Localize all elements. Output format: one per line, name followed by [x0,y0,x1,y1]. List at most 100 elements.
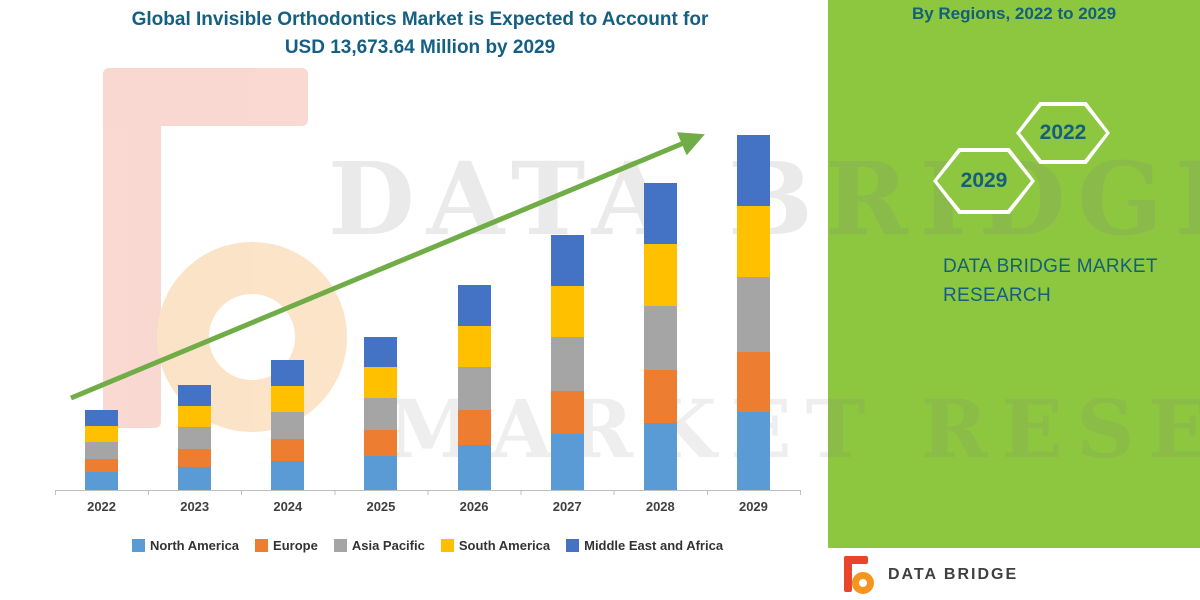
stacked-bar-2029 [736,135,770,490]
stacked-bar-2026 [457,284,491,490]
x-axis-label: 2024 [273,499,303,514]
bar-segment [736,277,770,352]
side-panel-brand-text: DATA BRIDGE MARKET RESEARCH [943,252,1158,311]
bar-group-2023 [148,100,241,490]
bar-segment [178,426,212,449]
x-axis-label: 2023 [180,499,210,514]
legend-label: Asia Pacific [351,538,425,553]
hexagon-badge-2022-label: 2022 [1020,106,1106,160]
bar-segment [643,183,677,245]
x-axis-label: 2026 [459,499,489,514]
stacked-bar-2025 [364,336,398,490]
bar-segment [178,449,212,467]
bar-segment [178,466,212,490]
bar-segment [736,135,770,206]
bar-segment [550,390,584,434]
stacked-bar-2028 [643,183,677,490]
bar-segment [178,384,212,406]
legend-label: North America [149,538,240,553]
bar-segment [271,412,305,440]
legend-item: Asia Pacific [333,538,425,553]
x-axis-labels: 2022 2023 2024 2025 2026 2027 2028 2029 [55,499,800,514]
bar-group-2026 [428,100,521,490]
bar-segment [457,410,491,445]
brand-line2: RESEARCH [943,285,1051,307]
bar-segment [85,472,119,490]
bar-segment [550,337,584,391]
x-axis-label: 2022 [87,499,117,514]
legend-marker [131,539,145,552]
legend-item: North America [131,538,240,553]
x-axis-label: 2028 [645,499,675,514]
chart-title-line2: USD 13,673.64 Million by 2029 [284,36,556,58]
bar-group-2025 [334,100,427,490]
bar-group-2029 [707,100,800,490]
stacked-bar-2027 [550,235,584,490]
bar-segment [736,206,770,277]
legend-item: South America [440,538,551,553]
bar-segment [550,433,584,490]
legend-label: Europe [273,538,318,553]
x-axis-label: 2029 [738,499,768,514]
logo-ring-shape [852,572,874,594]
bar-segment [85,458,119,473]
bar-segment [85,442,119,459]
legend-item: Europe [255,538,318,553]
footer: DATA BRIDGE [840,554,1018,596]
bar-segment [364,336,398,368]
logo-topbar-shape [844,556,868,564]
bar-segment [457,284,491,326]
bar-segment [364,456,398,490]
bar-segment [643,422,677,490]
legend: North America Europe Asia Pacific South Ame… [40,538,815,553]
bar-segment [457,444,491,490]
bar-segment [85,426,119,442]
bar-segment [550,286,584,338]
legend-marker [440,539,454,552]
brand-line1: DATA BRIDGE MARKET [943,256,1158,277]
legend-marker [566,539,580,552]
side-panel-heading: By Regions, 2022 to 2029 [911,4,1117,23]
bar-segment [457,366,491,411]
legend-marker [255,539,269,552]
bar-segment [643,370,677,423]
legend-item: Middle East and Africa [566,538,723,553]
bar-segment [85,410,119,427]
bar-segment [736,411,770,490]
databridge-logo [840,554,878,596]
bar-segment [271,386,305,413]
bar-segment [178,405,212,427]
x-axis-label: 2025 [366,499,396,514]
bar-group-2028 [614,100,707,490]
bar-group-2022 [55,100,148,490]
bar-segment [271,360,305,387]
footer-brand-text: DATA BRIDGE [888,566,1019,583]
bar-segment [457,325,491,367]
x-axis-ticks [55,490,801,495]
bar-segment [364,430,398,457]
bar-segment [271,461,305,490]
stacked-bar-2024 [271,360,305,490]
side-panel-background [828,0,1200,548]
bar-group-2024 [241,100,334,490]
chart-area [55,100,800,490]
logo-stem-shape [844,556,852,592]
stacked-bar-2023 [178,384,212,490]
hexagon-badge-2029-label: 2029 [937,152,1031,210]
bar-segment [364,367,398,399]
stacked-bar-2022 [85,410,119,490]
bar-segment [643,305,677,371]
logo-topbar-shape [103,68,308,126]
bar-segment [271,439,305,462]
legend-marker [333,539,347,552]
legend-label: Middle East and Africa [584,538,724,553]
chart-title-line1: Global Invisible Orthodontics Market is … [131,9,709,30]
bar-segment [643,244,677,306]
bar-group-2027 [521,100,614,490]
x-axis-label: 2027 [552,499,582,514]
legend-label: South America [458,538,551,553]
chart-title: Global Invisible Orthodontics Market is … [40,6,800,61]
bar-segment [364,398,398,431]
bar-segment [736,351,770,412]
bar-segment [550,235,584,287]
